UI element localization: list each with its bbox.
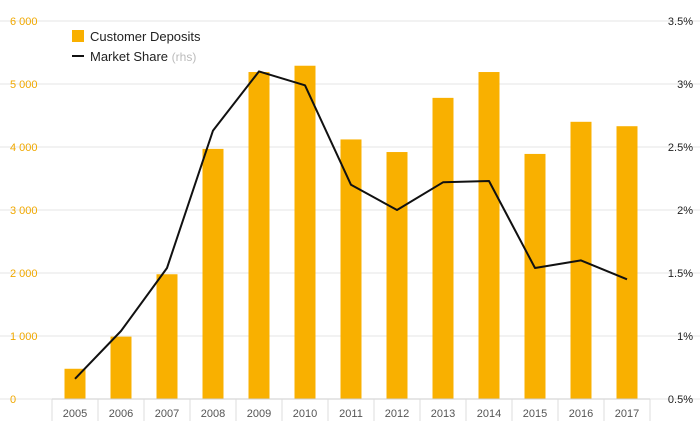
right-tick-label: 1.5% xyxy=(668,268,693,280)
left-tick-label: 0 xyxy=(10,394,16,406)
left-tick-label: 6 000 xyxy=(10,16,38,28)
bar-2008 xyxy=(202,148,224,399)
bar-2012 xyxy=(386,152,408,399)
bar-2010 xyxy=(294,65,316,399)
legend-swatch-customer-deposits xyxy=(72,30,84,42)
line-series-market-share xyxy=(74,70,628,380)
x-tick-label: 2008 xyxy=(201,408,225,420)
right-tick-label: 2.5% xyxy=(668,142,693,154)
right-tick-label: 2% xyxy=(677,205,693,217)
x-tick-label: 2010 xyxy=(293,408,317,420)
x-tick-label: 2012 xyxy=(385,408,409,420)
right-tick-label: 0.5% xyxy=(668,394,693,406)
x-tick-label: 2009 xyxy=(247,408,271,420)
x-tick-label: 2006 xyxy=(109,408,133,420)
bar-series-customer-deposits xyxy=(64,65,638,400)
legend: Customer Deposits Market Share (rhs) xyxy=(72,29,201,64)
bar-2014 xyxy=(478,72,500,399)
x-tick-label: 2014 xyxy=(477,408,501,420)
x-tick-label: 2005 xyxy=(63,408,87,420)
bar-2011 xyxy=(340,139,362,399)
bar-2017 xyxy=(616,126,638,400)
bar-2005 xyxy=(64,368,86,399)
x-tick-label: 2011 xyxy=(339,408,363,420)
x-tick-label: 2015 xyxy=(523,408,547,420)
x-tick-label: 2017 xyxy=(615,408,639,420)
x-axis: 2005 2006 2007 2008 2009 2010 2011 2012 2013 2014… xyxy=(51,398,651,421)
left-tick-label: 4 000 xyxy=(10,142,38,154)
left-tick-label: 3 000 xyxy=(10,205,38,217)
bar-2013 xyxy=(432,97,454,400)
x-tick-label: 2013 xyxy=(431,408,455,420)
right-tick-label: 3% xyxy=(677,79,693,91)
bar-2009 xyxy=(248,72,270,399)
bar-2006 xyxy=(110,336,132,399)
right-tick-label: 1% xyxy=(677,331,693,343)
left-tick-label: 2 000 xyxy=(10,268,38,280)
legend-label-market-share-text: Market Share xyxy=(90,49,168,64)
x-tick-label: 2007 xyxy=(155,408,179,420)
right-tick-label: 3.5% xyxy=(668,16,693,28)
left-tick-label: 1 000 xyxy=(10,331,38,343)
legend-label-market-share: Market Share (rhs) xyxy=(90,49,196,64)
x-tick-label: 2016 xyxy=(569,408,593,420)
left-tick-label: 5 000 xyxy=(10,79,38,91)
legend-label-customer-deposits: Customer Deposits xyxy=(90,29,201,44)
bar-2007 xyxy=(156,274,178,399)
legend-label-rhs: (rhs) xyxy=(172,50,197,64)
bar-2015 xyxy=(524,153,546,399)
left-axis: 0 1 000 2 000 3 000 4 000 5 000 6 000 xyxy=(10,16,38,406)
right-axis: 0.5% 1% 1.5% 2% 2.5% 3% 3.5% xyxy=(668,16,693,406)
